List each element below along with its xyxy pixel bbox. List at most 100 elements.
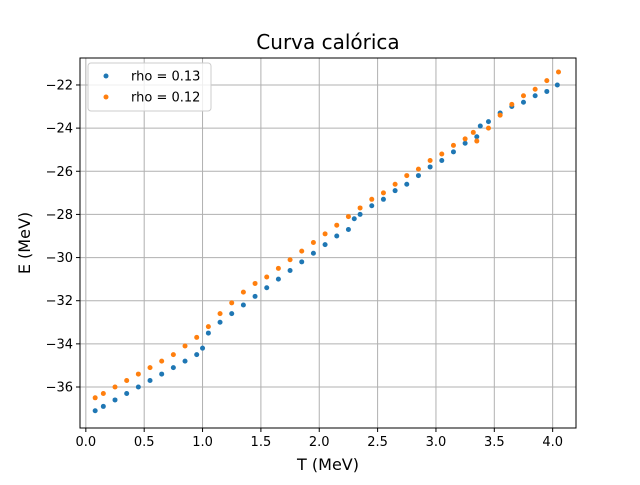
series-1 bbox=[92, 69, 561, 401]
data-point bbox=[544, 78, 550, 84]
grid-layer bbox=[80, 58, 576, 428]
data-point bbox=[182, 343, 188, 349]
data-point bbox=[275, 276, 281, 282]
data-point bbox=[415, 173, 421, 179]
data-point bbox=[554, 82, 560, 88]
data-point bbox=[299, 248, 305, 254]
data-point bbox=[240, 289, 246, 295]
data-point bbox=[147, 378, 153, 384]
x-tick-label: 3.5 bbox=[484, 435, 505, 450]
data-point bbox=[205, 324, 211, 330]
data-point bbox=[357, 211, 363, 217]
data-point bbox=[509, 101, 515, 107]
data-point bbox=[462, 140, 468, 146]
data-point bbox=[485, 125, 491, 131]
data-point bbox=[147, 365, 153, 371]
data-point bbox=[92, 408, 98, 414]
legend: rho = 0.13 rho = 0.12 bbox=[87, 62, 212, 112]
data-point bbox=[345, 227, 351, 233]
data-point bbox=[497, 112, 503, 118]
data-point bbox=[135, 384, 141, 390]
y-axis-ticks: −36 −34 −32 −30 −28 −26 −24 −22 bbox=[46, 78, 80, 396]
data-point bbox=[252, 293, 258, 299]
y-tick-label: −34 bbox=[46, 337, 73, 352]
data-point bbox=[369, 196, 375, 202]
data-point bbox=[217, 311, 223, 317]
x-tick-label: 2.0 bbox=[309, 435, 330, 450]
y-tick-label: −26 bbox=[46, 165, 73, 180]
data-point bbox=[392, 188, 398, 194]
data-point bbox=[159, 358, 165, 364]
data-point bbox=[264, 285, 270, 291]
data-point bbox=[92, 395, 98, 401]
data-point bbox=[392, 181, 398, 187]
data-point bbox=[310, 250, 316, 256]
y-tick-label: −30 bbox=[46, 251, 73, 266]
data-point bbox=[544, 88, 550, 94]
data-point bbox=[474, 138, 480, 144]
data-point bbox=[322, 242, 328, 248]
chart-title: Curva calórica bbox=[256, 30, 399, 54]
data-point bbox=[439, 157, 445, 163]
data-point bbox=[322, 231, 328, 237]
data-point bbox=[427, 164, 433, 170]
data-point bbox=[351, 216, 357, 222]
y-tick-label: −32 bbox=[46, 294, 73, 309]
y-tick-label: −22 bbox=[46, 78, 73, 93]
plot-frame bbox=[79, 57, 577, 429]
data-point bbox=[100, 390, 106, 396]
x-tick-label: 1.5 bbox=[251, 435, 272, 450]
data-point bbox=[462, 136, 468, 142]
data-point bbox=[520, 99, 526, 105]
data-point bbox=[415, 166, 421, 172]
data-point bbox=[310, 239, 316, 245]
data-point bbox=[334, 222, 340, 228]
data-point bbox=[477, 123, 483, 129]
x-tick-label: 4.0 bbox=[542, 435, 563, 450]
data-point bbox=[520, 93, 526, 99]
data-point bbox=[194, 334, 200, 340]
data-point bbox=[287, 257, 293, 263]
y-axis-title: E (MeV) bbox=[15, 212, 34, 274]
legend-marker-rho-012 bbox=[103, 94, 109, 100]
data-point bbox=[100, 403, 106, 409]
x-tick-label: 0.0 bbox=[75, 435, 96, 450]
y-tick-label: −36 bbox=[46, 381, 73, 396]
data-point bbox=[217, 319, 223, 325]
x-tick-label: 2.5 bbox=[367, 435, 388, 450]
data-point bbox=[474, 134, 480, 140]
y-tick-label: −24 bbox=[46, 122, 73, 137]
data-point bbox=[485, 119, 491, 125]
data-point bbox=[287, 268, 293, 274]
data-point bbox=[334, 233, 340, 239]
data-point bbox=[124, 390, 130, 396]
x-tick-label: 3.0 bbox=[426, 435, 447, 450]
data-point bbox=[200, 345, 206, 351]
data-point bbox=[532, 93, 538, 99]
series-layer bbox=[92, 69, 561, 414]
data-point bbox=[404, 173, 410, 179]
data-point bbox=[275, 265, 281, 271]
data-point bbox=[229, 311, 235, 317]
data-point bbox=[252, 280, 258, 286]
data-point bbox=[159, 371, 165, 377]
data-point bbox=[299, 259, 305, 265]
data-point bbox=[112, 384, 118, 390]
x-axis-ticks: 0.0 0.5 1.0 1.5 2.0 2.5 3.0 3.5 4.0 bbox=[75, 428, 563, 450]
legend-label-rho-012: rho = 0.12 bbox=[131, 91, 200, 106]
data-point bbox=[369, 203, 375, 209]
data-point bbox=[439, 151, 445, 157]
data-point bbox=[532, 86, 538, 92]
legend-label-rho-013: rho = 0.13 bbox=[131, 70, 200, 85]
x-tick-label: 0.5 bbox=[134, 435, 155, 450]
data-point bbox=[205, 330, 211, 336]
data-point bbox=[404, 181, 410, 187]
x-tick-label: 1.0 bbox=[192, 435, 213, 450]
data-point bbox=[450, 142, 456, 148]
data-point bbox=[450, 149, 456, 155]
x-axis-title: T (MeV) bbox=[296, 455, 359, 474]
data-point bbox=[380, 196, 386, 202]
data-point bbox=[182, 358, 188, 364]
legend-marker-rho-013 bbox=[103, 73, 109, 79]
